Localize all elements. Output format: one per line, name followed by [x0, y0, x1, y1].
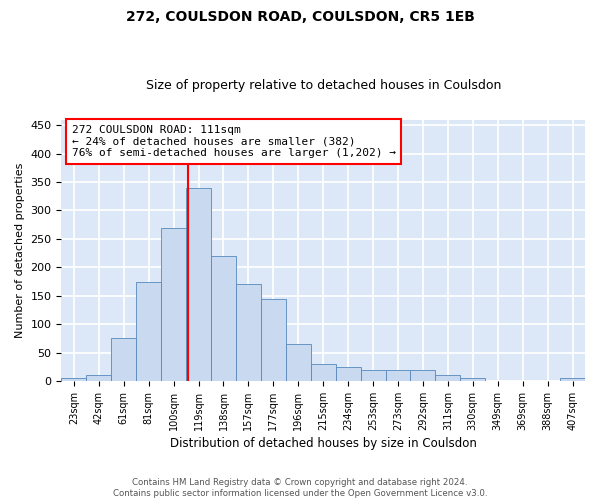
Bar: [410, 370, 436, 381]
Text: Contains HM Land Registry data © Crown copyright and database right 2024.
Contai: Contains HM Land Registry data © Crown c…: [113, 478, 487, 498]
Bar: [236, 284, 261, 381]
Bar: [436, 376, 460, 381]
Bar: [386, 370, 410, 381]
Y-axis label: Number of detached properties: Number of detached properties: [15, 162, 25, 338]
Bar: [460, 378, 485, 381]
Bar: [61, 378, 86, 381]
Bar: [86, 376, 111, 381]
Bar: [311, 364, 335, 381]
Title: Size of property relative to detached houses in Coulsdon: Size of property relative to detached ho…: [146, 79, 501, 92]
Bar: [361, 370, 386, 381]
X-axis label: Distribution of detached houses by size in Coulsdon: Distribution of detached houses by size …: [170, 437, 476, 450]
Bar: [560, 378, 585, 381]
Bar: [161, 228, 186, 381]
Text: 272, COULSDON ROAD, COULSDON, CR5 1EB: 272, COULSDON ROAD, COULSDON, CR5 1EB: [125, 10, 475, 24]
Bar: [286, 344, 311, 381]
Bar: [111, 338, 136, 381]
Text: 272 COULSDON ROAD: 111sqm
← 24% of detached houses are smaller (382)
76% of semi: 272 COULSDON ROAD: 111sqm ← 24% of detac…: [72, 125, 396, 158]
Bar: [261, 298, 286, 381]
Bar: [136, 282, 161, 381]
Bar: [211, 256, 236, 381]
Bar: [186, 188, 211, 381]
Bar: [335, 367, 361, 381]
